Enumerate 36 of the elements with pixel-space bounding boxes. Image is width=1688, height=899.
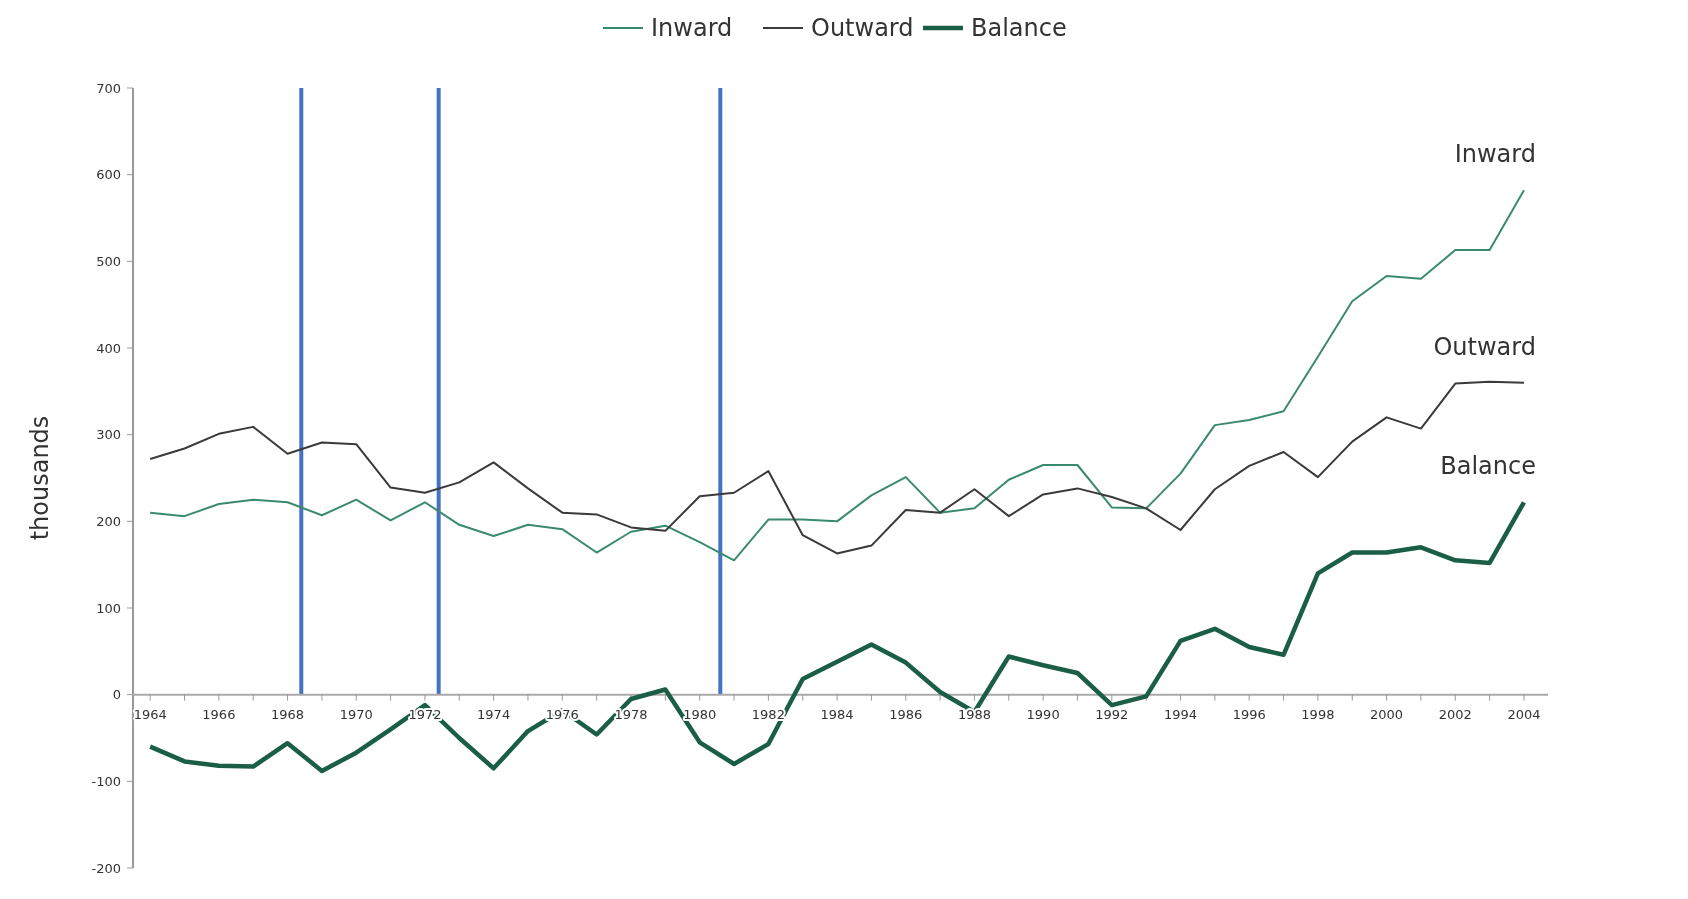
x-tick-label: 1990 [1026, 706, 1060, 722]
x-tick-label: 1994 [1163, 706, 1198, 722]
x-tick-label: 1970 [339, 706, 373, 722]
text: Inward [1454, 140, 1536, 169]
x-tick-label: 1998 [1301, 706, 1335, 722]
y-tick-label: 500 [96, 253, 121, 269]
y-tick-label: 100 [96, 600, 121, 616]
x-tick-label: 1986 [889, 706, 923, 722]
x-tick-label: 1980 [683, 706, 717, 722]
y-tick-label: 0 [112, 687, 121, 703]
x-tick-label: 1996 [1232, 706, 1266, 722]
legend-label: Inward [651, 14, 733, 42]
x-tick-label: 2004 [1507, 706, 1541, 722]
x-tick-label: 1988 [957, 706, 991, 722]
text: Balance [1440, 452, 1536, 481]
y-tick-label: 300 [96, 427, 121, 443]
legend-label: Outward [811, 14, 914, 42]
text: Outward [1433, 332, 1536, 361]
x-tick-label: 1974 [477, 706, 511, 722]
x-tick-label: 1992 [1095, 706, 1129, 722]
x-tick-label: 1978 [614, 706, 648, 722]
x-tick-label: 1968 [271, 706, 305, 722]
x-tick-label: 1966 [202, 706, 236, 722]
y-tick-label: 200 [96, 513, 121, 529]
y-tick-label: -200 [91, 860, 121, 876]
y-tick-label: 700 [96, 80, 121, 96]
y-tick-label: 400 [96, 340, 121, 356]
y-tick-label: 600 [96, 167, 121, 183]
x-tick-label: 2002 [1438, 706, 1472, 722]
legend-label: Balance [971, 14, 1067, 42]
x-tick-label: 1964 [133, 706, 167, 722]
y-axis-title: thousands [26, 415, 54, 541]
x-tick-label: 2000 [1370, 706, 1404, 722]
x-tick-label: 1976 [545, 706, 579, 722]
y-tick-label: -100 [91, 773, 121, 789]
x-tick-label: 1984 [820, 706, 854, 722]
